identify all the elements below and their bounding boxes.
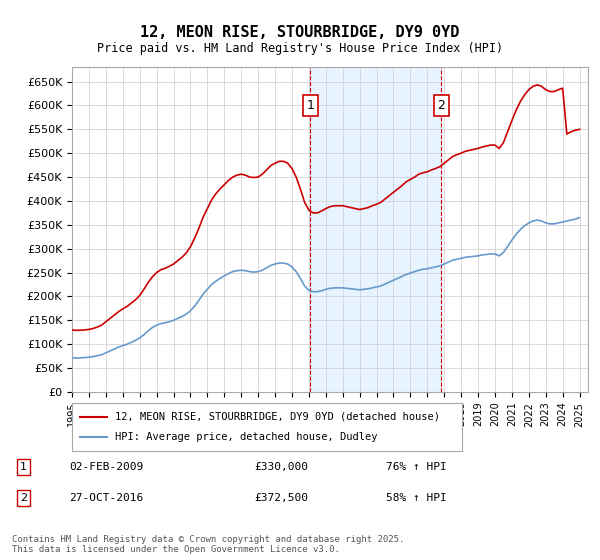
Bar bbox=[310, 67, 442, 392]
Text: 12, MEON RISE, STOURBRIDGE, DY9 0YD: 12, MEON RISE, STOURBRIDGE, DY9 0YD bbox=[140, 25, 460, 40]
Text: 76% ↑ HPI: 76% ↑ HPI bbox=[386, 462, 447, 472]
Text: 02-FEB-2009: 02-FEB-2009 bbox=[70, 462, 144, 472]
Text: 58% ↑ HPI: 58% ↑ HPI bbox=[386, 493, 447, 503]
Text: 12, MEON RISE, STOURBRIDGE, DY9 0YD (detached house): 12, MEON RISE, STOURBRIDGE, DY9 0YD (det… bbox=[115, 412, 440, 422]
Text: HPI: Average price, detached house, Dudley: HPI: Average price, detached house, Dudl… bbox=[115, 432, 377, 442]
Text: £372,500: £372,500 bbox=[254, 493, 308, 503]
Text: 1: 1 bbox=[307, 99, 314, 112]
Text: 2: 2 bbox=[437, 99, 445, 112]
Text: 27-OCT-2016: 27-OCT-2016 bbox=[70, 493, 144, 503]
Text: Contains HM Land Registry data © Crown copyright and database right 2025.
This d: Contains HM Land Registry data © Crown c… bbox=[12, 535, 404, 554]
Text: Price paid vs. HM Land Registry's House Price Index (HPI): Price paid vs. HM Land Registry's House … bbox=[97, 42, 503, 55]
Text: £330,000: £330,000 bbox=[254, 462, 308, 472]
Text: 2: 2 bbox=[20, 493, 27, 503]
Text: 1: 1 bbox=[20, 462, 27, 472]
